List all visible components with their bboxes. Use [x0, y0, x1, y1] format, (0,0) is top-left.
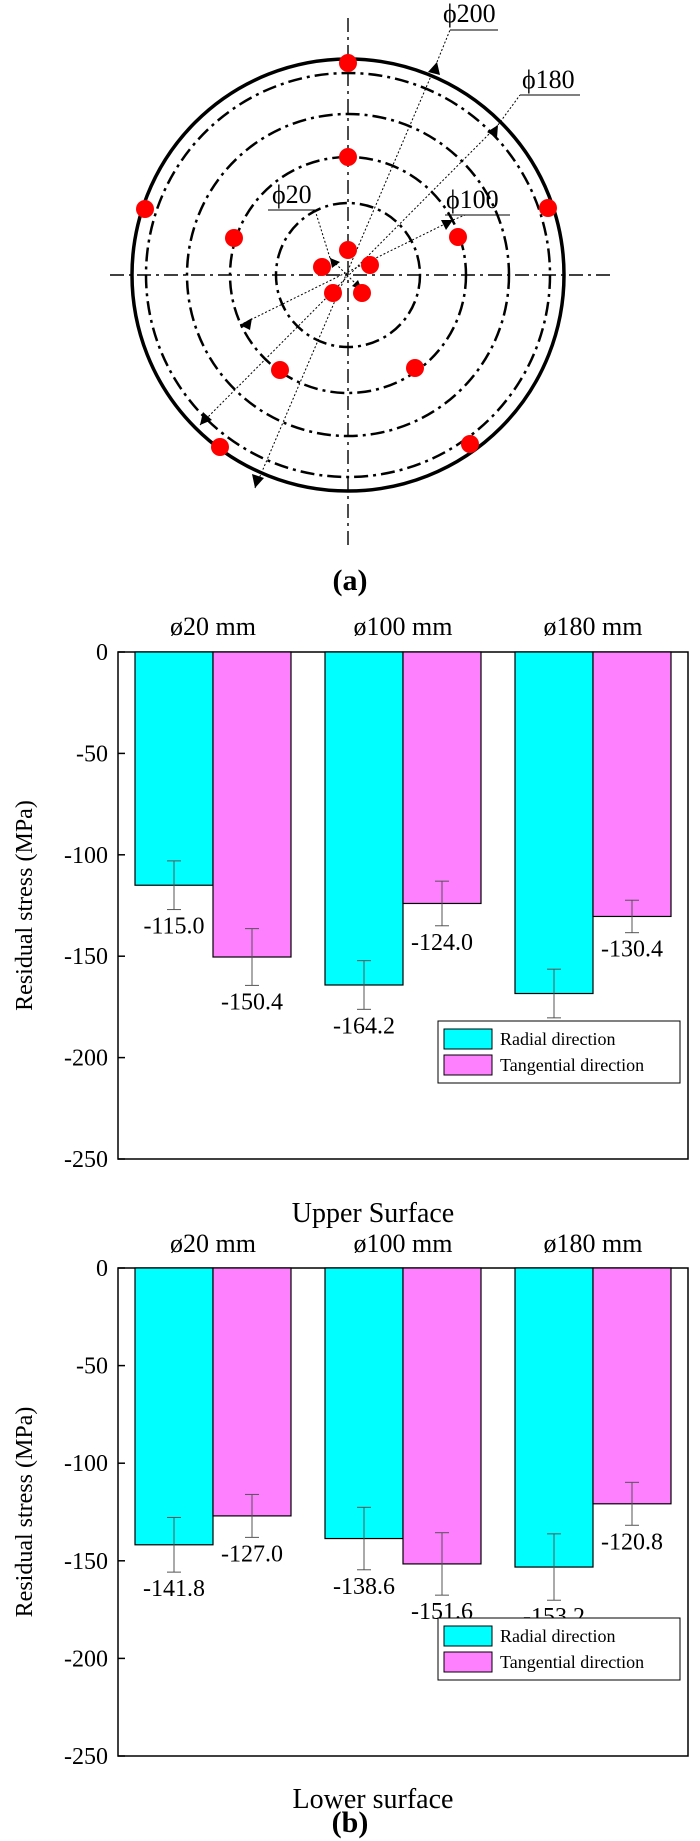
legend-label: Radial direction [500, 1029, 615, 1049]
data-label: -120.8 [601, 1529, 663, 1555]
y-axis-label: Residual stress (MPa) [12, 800, 38, 1011]
measurement-point [225, 229, 243, 247]
legend-label: Radial direction [500, 1626, 615, 1646]
category-label: ø20 mm [170, 612, 256, 641]
category-label: ø100 mm [354, 612, 453, 641]
lower-surface-chart: 0 -50 -100 -150 -200 -250 Residual stress (MPa… [12, 1229, 689, 1815]
bar-radial [514, 651, 594, 995]
measurement-points [136, 54, 557, 456]
y-tick-label: -100 [64, 843, 108, 869]
category-label: ø100 mm [354, 1229, 453, 1258]
chart-title: Upper Surface [292, 1198, 454, 1229]
chart-title: Lower surface [293, 1784, 454, 1815]
y-tick-label: -150 [64, 944, 108, 970]
legend-swatch [443, 1054, 493, 1076]
category-label: ø180 mm [544, 612, 643, 641]
y-tick-label: -250 [64, 1744, 108, 1770]
measurement-diagram: ϕ200 ϕ180 ϕ20 ϕ100 (a) [110, 0, 612, 597]
bar-radial [324, 1267, 404, 1540]
category-label: ø20 mm [170, 1229, 256, 1258]
data-label: -150.4 [221, 989, 283, 1015]
bar-tangential [212, 651, 292, 958]
measurement-point [449, 228, 467, 246]
legend-label: Tangential direction [500, 1055, 644, 1075]
data-label: -124.0 [411, 930, 473, 956]
data-label: -141.8 [143, 1576, 205, 1602]
measurement-point [339, 241, 357, 259]
y-tick-label: -250 [64, 1147, 108, 1173]
label-d20: ϕ20 [272, 180, 312, 209]
data-label: -164.2 [333, 1013, 395, 1039]
y-tick-label: -150 [64, 1549, 108, 1575]
measurement-point [313, 258, 331, 276]
label-d200: ϕ200 [443, 0, 496, 28]
y-tick-label: -100 [64, 1451, 108, 1477]
bar-radial [134, 1267, 214, 1546]
bar-tangential [592, 651, 672, 918]
measurement-point [136, 200, 154, 218]
y-tick-label: -200 [64, 1646, 108, 1672]
bar-radial [324, 651, 404, 986]
measurement-point [361, 256, 379, 274]
y-tick-label: 0 [96, 1256, 108, 1282]
measurement-point [211, 438, 229, 456]
measurement-point [406, 359, 424, 377]
data-label: -115.0 [143, 914, 204, 940]
measurement-point [324, 284, 342, 302]
bar-radial [514, 1267, 594, 1568]
legend-swatch [443, 1651, 493, 1673]
panel-label-b: (b) [332, 1806, 369, 1839]
measurement-point [461, 435, 479, 453]
measurement-point [271, 361, 289, 379]
label-underlines [268, 29, 580, 216]
panel-label-a: (a) [333, 564, 368, 597]
bar-radial [134, 651, 214, 886]
y-tick-label: -50 [76, 741, 108, 767]
category-label: ø180 mm [544, 1229, 643, 1258]
label-d100: ϕ100 [446, 185, 499, 214]
data-label: -130.4 [601, 937, 663, 963]
measurement-point [539, 199, 557, 217]
bar-tangential [402, 651, 482, 905]
bar-tangential [212, 1267, 292, 1517]
legend-swatch [443, 1625, 493, 1647]
measurement-point [353, 284, 371, 302]
y-tick-label: -50 [76, 1354, 108, 1380]
upper-surface-chart: 0 -50 -100 -150 -200 -250 Residual stress (MPa… [12, 612, 689, 1229]
y-tick-label: -200 [64, 1046, 108, 1072]
bar-tangential [402, 1267, 482, 1565]
measurement-point [339, 54, 357, 72]
y-axis-label: Residual stress (MPa) [12, 1407, 38, 1618]
legend-swatch [443, 1028, 493, 1050]
data-label: -138.6 [333, 1574, 395, 1600]
data-label: -127.0 [221, 1541, 283, 1567]
bar-tangential [592, 1267, 672, 1505]
y-tick-label: 0 [96, 640, 108, 666]
measurement-point [339, 148, 357, 166]
label-d180: ϕ180 [522, 65, 575, 94]
legend-label: Tangential direction [500, 1652, 644, 1672]
